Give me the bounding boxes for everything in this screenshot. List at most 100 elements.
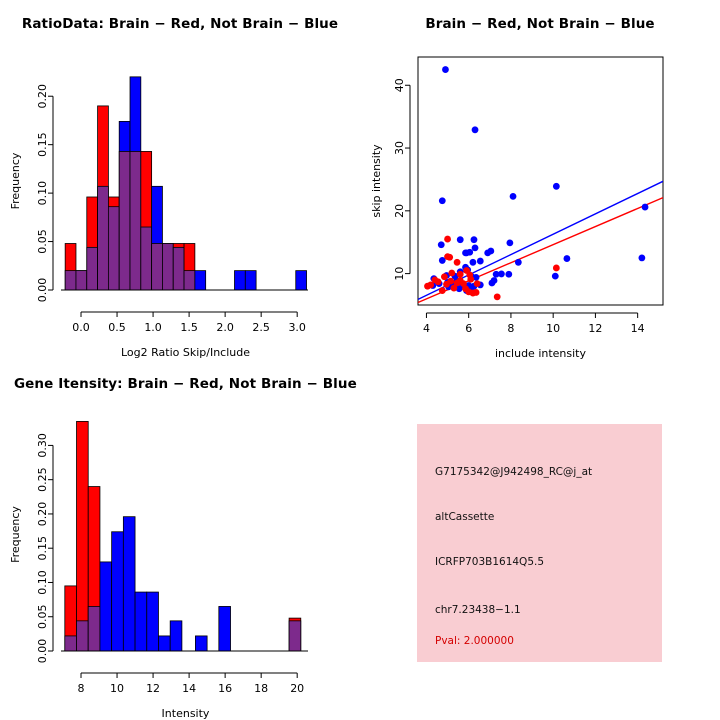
intensity-scatter-panel: Brain − Red, Not Brain − Blue 10 20 30 40 sk… — [360, 0, 720, 360]
scatter-point — [450, 284, 458, 292]
histogram-bar-overlap — [118, 151, 131, 291]
histogram-bar — [244, 270, 257, 291]
histogram-bar-overlap — [288, 620, 302, 652]
scatter-point — [552, 182, 560, 190]
y-axis-tick-label: 0.15 — [36, 536, 49, 561]
x-axis-tick-label: 10 — [546, 322, 560, 335]
x-axis-label: include intensity — [495, 347, 587, 360]
scatter-point — [514, 258, 522, 266]
locus-text: chr7.23438−1.1 — [435, 604, 521, 616]
y-axis-label: Frequency — [9, 152, 22, 209]
scatter-point — [490, 277, 498, 284]
histogram-bar-overlap — [172, 246, 185, 291]
x-axis-tick-label: 20 — [290, 682, 304, 695]
x-axis-tick-label: 18 — [254, 682, 268, 695]
scatter-point — [453, 258, 461, 266]
x-axis-tick-label: 0.0 — [72, 321, 90, 334]
y-axis-tick-label: 0.25 — [36, 467, 49, 492]
histogram-bar-overlap — [97, 185, 109, 291]
x-axis-tick-label: 14 — [182, 682, 196, 695]
scatter-point — [505, 270, 513, 278]
y-axis-tick-label: 0.10 — [36, 570, 49, 595]
scatter-point — [424, 282, 431, 290]
scatter-point — [473, 280, 481, 288]
intensity-scatter-title: Brain − Red, Not Brain − Blue — [425, 16, 655, 32]
scatter-point — [492, 270, 500, 278]
x-axis-tick-label: 2.5 — [252, 321, 270, 334]
scatter-point — [471, 244, 479, 252]
x-axis-tick-label: 14 — [631, 322, 645, 335]
scatter-point — [509, 192, 517, 200]
scatter-point — [469, 258, 477, 266]
histogram-bar-overlap — [183, 270, 196, 291]
y-axis-tick-label: 0.00 — [36, 639, 49, 664]
scatter-point — [444, 235, 451, 243]
scatter-point — [472, 273, 480, 281]
histogram-bar — [158, 635, 171, 652]
histogram-bar-overlap — [140, 226, 153, 291]
histogram-bar — [122, 516, 136, 652]
pval-text: Pval: 2.000000 — [435, 635, 514, 647]
histogram-bar-overlap — [162, 243, 174, 291]
histogram-bar-overlap — [64, 635, 77, 652]
scatter-point — [472, 289, 480, 296]
x-axis-label: Log2 Ratio Skip/Include — [121, 346, 250, 359]
y-axis-tick-label: 0.00 — [36, 278, 49, 303]
probe-info-panel: G7175342@J942498_RC@j_at altCassette ICR… — [417, 424, 662, 662]
scatter-point — [460, 280, 467, 288]
x-axis-tick-label: 12 — [588, 322, 602, 335]
x-axis-tick-label: 8 — [507, 322, 514, 335]
x-axis-tick-label: 6 — [465, 322, 472, 335]
scatter-point — [552, 264, 560, 272]
x-axis-tick-label: 12 — [146, 682, 160, 695]
scatter-point — [434, 278, 442, 286]
histogram-bar — [218, 606, 231, 652]
histogram-bar-overlap — [76, 620, 89, 652]
x-axis-tick-label: 4 — [423, 322, 430, 335]
y-axis-label: Frequency — [9, 506, 22, 563]
x-axis-tick-label: 16 — [218, 682, 232, 695]
y-axis-tick-label: 0.10 — [36, 181, 49, 206]
scatter-point — [470, 236, 478, 244]
x-axis-tick-label: 2.0 — [216, 321, 234, 334]
scatter-point — [476, 257, 484, 265]
y-axis-tick-label: 0.30 — [36, 433, 49, 458]
histogram-bar-overlap — [129, 151, 142, 291]
scatter-point — [467, 275, 475, 283]
y-axis-tick-label: 0.20 — [36, 84, 49, 109]
clone-id-text: ICRFP703B1614Q5.5 — [435, 556, 545, 568]
scatter-point — [442, 66, 449, 73]
histogram-bar-overlap — [75, 270, 88, 291]
y-axis-tick-label: 0.05 — [36, 229, 49, 254]
scatter-point — [484, 249, 492, 257]
x-axis-tick-label: 1.5 — [180, 321, 198, 334]
scatter-point — [641, 203, 649, 211]
histogram-bar — [169, 620, 183, 652]
intensity-scatter-plot: 10 20 30 40 skip intensity 4 6 8 10 12 14 include i… — [370, 56, 664, 360]
scatter-point — [462, 249, 469, 257]
probe-id-text: G7175342@J942498_RC@j_at — [435, 466, 593, 478]
y-axis-tick-label: 20 — [393, 204, 406, 218]
histogram-bar — [195, 635, 208, 652]
scatter-point — [453, 279, 461, 287]
histogram-bar — [111, 531, 124, 652]
plot-frame — [417, 56, 664, 306]
y-axis-tick-label: 0.20 — [36, 502, 49, 527]
scatter-point — [638, 254, 646, 262]
histogram-bar-overlap — [86, 246, 98, 291]
x-axis-tick-label: 10 — [110, 682, 124, 695]
histogram-bar-overlap — [64, 270, 77, 291]
scatter-point — [563, 255, 571, 262]
histogram-bar — [295, 270, 307, 291]
scatter-point — [493, 293, 501, 301]
y-axis-tick-label: 0.05 — [36, 604, 49, 629]
y-axis-tick-label: 10 — [393, 267, 406, 281]
y-axis-label: skip intensity — [370, 144, 383, 218]
x-axis-tick-label: 1.0 — [144, 321, 162, 334]
y-axis-tick-label: 30 — [393, 141, 406, 155]
scatter-point — [498, 270, 505, 278]
scatter-point — [448, 269, 456, 277]
histogram-bar-overlap — [151, 243, 163, 291]
scatter-point — [551, 272, 559, 280]
scatter-point — [471, 126, 479, 134]
